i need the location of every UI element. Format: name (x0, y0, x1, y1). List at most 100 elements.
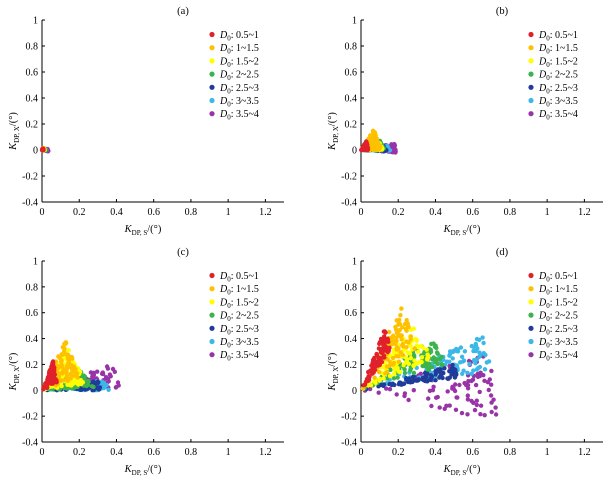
x-tick-label: 0.6 (466, 447, 479, 458)
y-tick-label: 0.2 (345, 360, 358, 371)
data-point (372, 367, 378, 373)
data-point (404, 376, 409, 381)
data-point (75, 371, 80, 376)
x-tick-label: 1.2 (578, 447, 591, 458)
data-point (440, 375, 445, 381)
data-point (395, 375, 400, 380)
y-tick-label: 0.4 (26, 94, 39, 105)
legend-entry: D0: 3.5~4 (538, 109, 578, 122)
legend-entry: D0: 1.5~2 (538, 297, 578, 310)
data-point (414, 378, 419, 383)
data-point (391, 146, 396, 152)
data-point (375, 363, 380, 368)
panel-3: -0.4 -0.2 0 0.2 0.4 0.6 0.8 1 0 0.2 0.4 0.6 0.8 1 1.2 (… (8, 247, 284, 477)
data-point (426, 396, 431, 401)
data-point (485, 380, 491, 385)
data-point (477, 389, 482, 395)
y-tick-label: -0.4 (22, 198, 38, 209)
data-point (73, 366, 78, 372)
x-tick-label: 0.6 (466, 207, 479, 218)
panel-4: -0.4 -0.2 0 0.2 0.4 0.6 0.8 1 0 0.2 0.4 0.6 0.8 1 1.2 (… (327, 247, 603, 477)
legend-marker (528, 58, 534, 64)
data-point (53, 379, 59, 384)
data-point (387, 387, 393, 392)
data-point (383, 330, 388, 335)
data-point (381, 382, 387, 387)
data-point (475, 374, 481, 379)
data-point (365, 378, 371, 384)
y-tick-label: 0.6 (26, 68, 39, 79)
data-point (370, 363, 375, 369)
data-point (434, 350, 440, 355)
legend-entry: D0: 1~1.5 (219, 284, 259, 297)
data-point (493, 412, 499, 417)
data-point (428, 377, 433, 383)
data-point (79, 379, 85, 385)
legend-entry: D0: 2~2.5 (219, 311, 259, 324)
data-point (434, 395, 439, 400)
x-tick-label: 0.6 (147, 447, 160, 458)
data-point (394, 347, 399, 352)
y-tick-label: 1 (33, 257, 38, 268)
legend-marker (209, 312, 215, 318)
legend-entry: D0: 3.5~4 (219, 350, 259, 363)
data-point (397, 322, 403, 327)
legend-marker (528, 71, 534, 77)
data-point (450, 362, 455, 368)
data-point (59, 383, 64, 389)
data-point (474, 357, 479, 362)
data-point (381, 376, 386, 381)
legend-marker (528, 45, 534, 51)
data-point (64, 374, 70, 379)
data-point (418, 343, 424, 349)
data-point (50, 369, 55, 375)
x-tick-label: 0.8 (504, 207, 517, 218)
data-point (459, 410, 465, 416)
data-point (482, 413, 487, 418)
data-point (437, 375, 442, 380)
series-1 (359, 139, 371, 153)
legend-entry: D0: 2.5~3 (538, 324, 578, 337)
data-point (489, 368, 494, 374)
data-point (404, 345, 409, 350)
panel-label: (a) (177, 6, 189, 17)
data-point (447, 403, 452, 408)
data-point (114, 384, 119, 390)
data-point (374, 351, 379, 357)
data-point (372, 141, 378, 146)
legend: D0: 0.5~1D0: 1~1.5D0: 1.5~2D0: 2~2.5D0: … (209, 271, 259, 363)
y-tick-label: 0 (33, 146, 38, 157)
y-tick-label: 0.6 (26, 308, 39, 319)
data-point (57, 355, 62, 360)
data-point (461, 358, 467, 363)
data-point (455, 347, 460, 352)
data-point (402, 370, 408, 376)
data-point (105, 366, 111, 371)
y-tick-label: -0.4 (341, 438, 357, 449)
data-point (493, 405, 498, 410)
data-point (66, 347, 71, 353)
x-tick-label: 1 (226, 447, 231, 458)
x-tick-label: 0.4 (110, 447, 123, 458)
x-tick-label: 0.8 (185, 207, 198, 218)
panel-label: (b) (496, 6, 509, 17)
data-point (403, 326, 409, 332)
data-point (433, 356, 438, 362)
data-point (434, 360, 439, 365)
data-point (445, 389, 450, 394)
x-tick-label: 1.2 (259, 447, 272, 458)
y-tick-label: 0.2 (345, 120, 358, 131)
data-point (372, 375, 377, 380)
y-tick-label: 1 (33, 16, 38, 27)
y-tick-label: -0.4 (341, 198, 357, 209)
data-point (384, 369, 390, 375)
data-point (65, 382, 70, 387)
data-point (426, 367, 431, 372)
data-point (106, 379, 111, 384)
legend-marker (209, 352, 215, 358)
data-point (416, 349, 421, 354)
data-point (431, 384, 436, 389)
data-point (461, 368, 466, 373)
data-point (399, 337, 404, 342)
legend-marker (209, 111, 215, 117)
